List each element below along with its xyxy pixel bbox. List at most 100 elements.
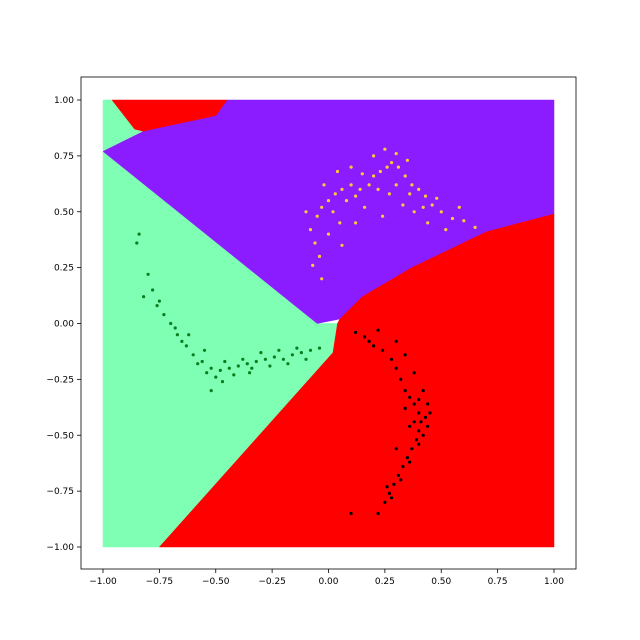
data-point xyxy=(417,411,421,415)
data-point xyxy=(338,221,342,225)
data-point xyxy=(333,192,337,196)
data-point xyxy=(320,205,324,209)
data-point xyxy=(372,154,376,158)
data-point xyxy=(410,447,414,451)
y-tick-label: −0.75 xyxy=(46,487,74,497)
data-point xyxy=(401,464,405,469)
x-tick-label: 0.25 xyxy=(375,577,395,587)
data-point xyxy=(311,263,315,267)
data-point xyxy=(421,205,425,209)
data-point xyxy=(435,196,439,200)
data-points xyxy=(135,147,477,516)
data-point xyxy=(396,165,400,169)
data-point xyxy=(205,371,209,375)
data-point xyxy=(335,169,340,174)
data-point xyxy=(462,219,466,223)
data-point xyxy=(317,346,322,350)
data-point xyxy=(408,424,412,428)
data-point xyxy=(405,158,409,162)
data-point xyxy=(376,328,380,332)
data-point xyxy=(405,456,409,460)
data-point xyxy=(142,295,146,299)
y-tick-label: −0.50 xyxy=(46,431,74,441)
data-point xyxy=(414,438,418,442)
data-point xyxy=(410,183,414,187)
y-tick-label: 0.75 xyxy=(54,152,74,162)
data-point xyxy=(394,339,398,343)
data-point xyxy=(331,210,335,214)
data-point xyxy=(308,228,313,232)
data-point xyxy=(326,199,331,203)
data-point xyxy=(354,194,358,198)
data-point xyxy=(236,364,240,368)
y-tick-label: 1.00 xyxy=(54,96,74,106)
data-point xyxy=(344,199,349,203)
data-point xyxy=(412,210,416,214)
data-point xyxy=(250,366,254,370)
data-point xyxy=(173,326,177,330)
data-point xyxy=(383,500,387,504)
x-tick-label: −1.00 xyxy=(89,577,117,587)
y-tick-label: 0.50 xyxy=(54,208,74,218)
data-point xyxy=(299,351,303,355)
x-tick-label: 1.00 xyxy=(544,577,564,587)
data-point xyxy=(426,402,430,406)
data-point xyxy=(245,362,249,366)
data-point xyxy=(220,380,225,384)
data-point xyxy=(387,192,391,196)
data-point xyxy=(200,359,204,364)
data-point xyxy=(360,172,364,176)
data-point xyxy=(394,183,398,187)
data-point xyxy=(135,241,139,245)
data-point xyxy=(268,364,272,368)
data-point xyxy=(473,225,477,229)
data-point xyxy=(349,183,353,187)
data-point xyxy=(157,299,161,303)
data-point xyxy=(340,243,344,247)
x-tick-label: −0.75 xyxy=(146,577,174,587)
data-point xyxy=(392,482,396,486)
data-point xyxy=(209,389,213,393)
data-point xyxy=(444,228,448,232)
data-point xyxy=(421,389,425,393)
data-point xyxy=(248,371,252,375)
data-point xyxy=(390,496,394,500)
data-point xyxy=(363,335,367,339)
data-point xyxy=(412,371,416,375)
data-point xyxy=(272,355,276,359)
data-point xyxy=(376,511,380,516)
data-point xyxy=(423,194,428,198)
data-point xyxy=(457,205,461,209)
data-point xyxy=(223,359,227,364)
data-point xyxy=(175,333,179,337)
decision-region xyxy=(111,99,228,132)
x-tick-label: 0.00 xyxy=(318,577,338,587)
data-point xyxy=(372,174,376,178)
y-tick-label: 0.00 xyxy=(54,320,74,330)
data-point xyxy=(419,420,423,424)
data-point xyxy=(315,214,319,218)
y-tick-label: −0.25 xyxy=(46,375,74,385)
data-point xyxy=(381,214,385,218)
data-point xyxy=(399,478,403,482)
data-point xyxy=(390,161,394,165)
data-point xyxy=(151,288,155,292)
data-point xyxy=(367,183,371,187)
data-point xyxy=(290,353,294,357)
data-point xyxy=(381,348,385,352)
data-point xyxy=(169,321,173,326)
y-tick-label: −1.00 xyxy=(46,543,74,553)
data-point xyxy=(241,357,245,361)
data-point xyxy=(439,210,443,214)
data-point xyxy=(308,348,313,352)
data-point xyxy=(214,375,218,379)
data-point xyxy=(286,362,290,366)
data-point xyxy=(421,433,425,437)
data-point xyxy=(385,165,389,169)
data-point xyxy=(232,373,236,377)
data-point xyxy=(403,353,407,357)
data-point xyxy=(378,169,382,174)
data-point xyxy=(412,420,416,424)
data-point xyxy=(137,232,141,236)
